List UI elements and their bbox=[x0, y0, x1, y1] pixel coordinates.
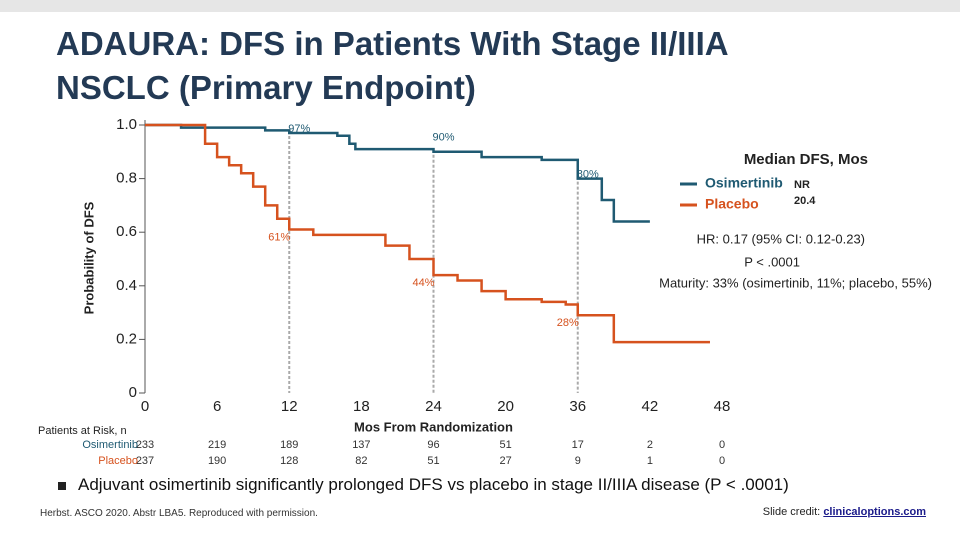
top-bar bbox=[0, 0, 960, 12]
bullet: Adjuvant osimertinib significantly prolo… bbox=[58, 475, 789, 495]
risk-value: 82 bbox=[355, 455, 367, 467]
stat-text: P < .0001 bbox=[744, 254, 800, 269]
annotation: 61% bbox=[268, 231, 290, 243]
slide-title: ADAURA: DFS in Patients With Stage II/II… bbox=[56, 25, 728, 106]
km-curve bbox=[145, 123, 710, 344]
y-tick-label: 0.4 bbox=[116, 277, 137, 294]
risk-value: 96 bbox=[427, 439, 439, 451]
stat-text: Maturity: 33% (osimertinib, 11%; placebo… bbox=[659, 275, 932, 290]
risk-value: 190 bbox=[208, 455, 226, 467]
x-tick-label: 0 bbox=[141, 398, 149, 415]
y-tick-label: 1.0 bbox=[116, 116, 137, 133]
risk-value: 0 bbox=[719, 439, 725, 451]
citation: Herbst. ASCO 2020. Abstr LBA5. Reproduce… bbox=[40, 508, 318, 519]
risk-name: Osimertinib bbox=[82, 439, 138, 451]
credit: Slide credit: clinicaloptions.com bbox=[763, 506, 926, 518]
annotation: 90% bbox=[432, 132, 454, 144]
y-tick-label: 0.6 bbox=[116, 223, 137, 240]
x-tick-label: 20 bbox=[497, 398, 514, 415]
annotation: 97% bbox=[288, 123, 310, 135]
km-curve bbox=[145, 123, 650, 223]
x-tick-label: 6 bbox=[213, 398, 221, 415]
risk-value: 51 bbox=[427, 455, 439, 467]
risk-value: 137 bbox=[352, 439, 370, 451]
stat-text: HR: 0.17 (95% CI: 0.12-0.23) bbox=[697, 231, 865, 246]
credit-text: Slide credit: bbox=[762, 506, 821, 518]
risk-value: 189 bbox=[280, 439, 298, 451]
risk-value: 233 bbox=[136, 439, 154, 451]
legend-median: 20.4 bbox=[794, 195, 816, 207]
legend-title: Median DFS, Mos bbox=[744, 151, 868, 168]
risk-value: 51 bbox=[500, 439, 512, 451]
risk-value: 17 bbox=[572, 439, 584, 451]
x-tick-label: 36 bbox=[569, 398, 586, 415]
risk-value: 27 bbox=[500, 455, 512, 467]
risk-value: 1 bbox=[647, 455, 653, 467]
x-tick-label: 18 bbox=[353, 398, 370, 415]
legend-label: Placebo bbox=[705, 196, 759, 212]
annotation: 28% bbox=[557, 317, 579, 329]
y-axis-label: Probability of DFS bbox=[81, 201, 96, 314]
legend-label: Osimertinib bbox=[705, 175, 783, 191]
x-tick-label: 42 bbox=[642, 398, 659, 415]
x-tick-label: 24 bbox=[425, 398, 442, 415]
legend-median: NR bbox=[794, 179, 810, 191]
risk-value: 237 bbox=[136, 455, 154, 467]
y-tick-label: 0.2 bbox=[116, 330, 137, 347]
annotation: 44% bbox=[412, 277, 434, 289]
credit-link[interactable]: clinicaloptions.com bbox=[823, 506, 926, 518]
risk-value: 2 bbox=[647, 439, 653, 451]
risk-value: 9 bbox=[575, 455, 581, 467]
x-tick-label: 12 bbox=[281, 398, 298, 415]
risk-value: 0 bbox=[719, 455, 725, 467]
y-tick-label: 0 bbox=[129, 384, 137, 401]
x-axis-label: Mos From Randomization bbox=[354, 419, 513, 434]
bullet-text: Adjuvant osimertinib significantly prolo… bbox=[78, 475, 789, 494]
risk-title: Patients at Risk, n bbox=[38, 425, 127, 437]
risk-name: Placebo bbox=[98, 455, 138, 467]
y-tick-label: 0.8 bbox=[116, 170, 137, 187]
annotation: 80% bbox=[577, 169, 599, 181]
risk-value: 219 bbox=[208, 439, 226, 451]
x-tick-label: 48 bbox=[714, 398, 731, 415]
risk-value: 128 bbox=[280, 455, 298, 467]
